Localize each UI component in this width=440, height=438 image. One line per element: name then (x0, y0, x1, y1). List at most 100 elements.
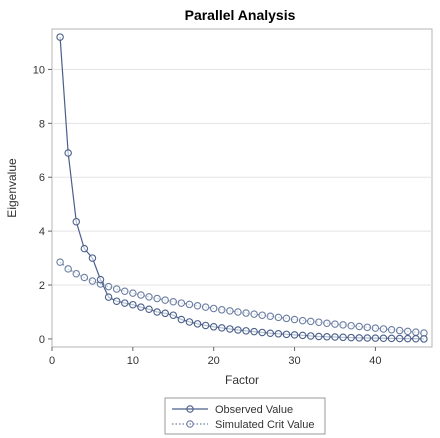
legend-observed-label: Observed Value (215, 404, 293, 416)
simulated-crit-value-point (267, 313, 273, 319)
simulated-crit-value-point (202, 304, 208, 310)
simulated-crit-value-point (275, 314, 281, 320)
legend-simulated-label: Simulated Crit Value (215, 419, 314, 431)
simulated-crit-value-point (316, 319, 322, 325)
simulated-crit-value-point (211, 305, 217, 311)
simulated-crit-value-point (186, 301, 192, 307)
observed-value-point (316, 333, 322, 339)
observed-value-point (227, 326, 233, 332)
simulated-crit-value-point (130, 290, 136, 296)
y-axis-label: Eigenvalue (5, 158, 19, 218)
observed-value-point (219, 325, 225, 331)
simulated-crit-value-point (251, 311, 257, 317)
observed-value-point (421, 336, 427, 342)
simulated-crit-value-point (372, 325, 378, 331)
observed-value-point (324, 334, 330, 340)
observed-value-point (308, 333, 314, 339)
observed-value-point (194, 321, 200, 327)
observed-value-point (162, 310, 168, 316)
observed-value-point (65, 150, 71, 156)
simulated-crit-value-point (291, 316, 297, 322)
y-tick-label: 4 (39, 226, 45, 238)
observed-value-point (348, 334, 354, 340)
simulated-crit-value-point (396, 327, 402, 333)
observed-value-point (89, 255, 95, 261)
simulated-crit-value-point (259, 312, 265, 318)
y-tick-label: 6 (39, 172, 45, 184)
simulated-crit-value-point (170, 299, 176, 305)
simulated-crit-value-point (332, 321, 338, 327)
simulated-crit-value-point (178, 300, 184, 306)
y-tick-label: 8 (39, 118, 45, 130)
observed-value-point (283, 331, 289, 337)
x-tick-label: 30 (288, 355, 300, 367)
observed-value-point (113, 298, 119, 304)
observed-value-point (138, 304, 144, 310)
observed-value-point (396, 335, 402, 341)
simulated-crit-value-point (364, 324, 370, 330)
simulated-crit-value-point (324, 320, 330, 326)
observed-value-point (372, 335, 378, 341)
x-axis-ticks: 0 10 20 30 40 (49, 347, 382, 367)
simulated-crit-value-point (227, 308, 233, 314)
x-axis-label: Factor (225, 373, 259, 387)
observed-value-point (291, 332, 297, 338)
observed-value-point (202, 322, 208, 328)
x-tick-label: 40 (369, 355, 381, 367)
observed-value-point (356, 335, 362, 341)
observed-value-point (299, 332, 305, 338)
observed-value-point (122, 300, 128, 306)
simulated-crit-value-point (348, 323, 354, 329)
observed-value-point (130, 301, 136, 307)
simulated-crit-value-point (380, 326, 386, 332)
simulated-crit-value-point (356, 323, 362, 329)
legend: Observed Value Simulated Crit Value (165, 398, 325, 434)
observed-value-point (73, 218, 79, 224)
observed-value-point (364, 335, 370, 341)
simulated-crit-value-point (89, 278, 95, 284)
simulated-crit-value-point (73, 271, 79, 277)
observed-value-point (267, 330, 273, 336)
simulated-crit-value-point (138, 292, 144, 298)
simulated-crit-value-point (105, 283, 111, 289)
observed-value-point (332, 334, 338, 340)
simulated-crit-value-point (235, 309, 241, 315)
simulated-crit-value-point (243, 310, 249, 316)
simulated-crit-value-point (146, 294, 152, 300)
y-tick-label: 2 (39, 280, 45, 292)
simulated-crit-value-point (388, 327, 394, 333)
simulated-crit-value-point (405, 328, 411, 334)
observed-value-point (380, 335, 386, 341)
simulated-crit-value-point (113, 286, 119, 292)
simulated-crit-value-point (340, 322, 346, 328)
y-tick-label: 0 (39, 334, 45, 346)
observed-value-point (388, 335, 394, 341)
observed-value-point (275, 331, 281, 337)
x-tick-label: 0 (49, 355, 55, 367)
observed-value-point (178, 316, 184, 322)
simulated-crit-value-point (154, 295, 160, 301)
simulated-crit-value-point (57, 259, 63, 265)
observed-value-point (97, 276, 103, 282)
simulated-crit-value-point (308, 318, 314, 324)
x-tick-label: 20 (208, 355, 220, 367)
observed-value-point (81, 245, 87, 251)
observed-value-point (405, 335, 411, 341)
simulated-crit-value-point (162, 297, 168, 303)
y-tick-label: 10 (33, 64, 45, 76)
observed-value-point (57, 34, 63, 40)
observed-value-point (186, 319, 192, 325)
observed-value-point (146, 306, 152, 312)
observed-value-point (211, 324, 217, 330)
simulated-crit-value-point (81, 274, 87, 280)
observed-value-point (251, 328, 257, 334)
simulated-crit-value-point (194, 303, 200, 309)
observed-value-point (235, 327, 241, 333)
chart-title: Parallel Analysis (185, 7, 296, 23)
observed-value-point (170, 312, 176, 318)
simulated-crit-value-point (283, 315, 289, 321)
observed-value-point (413, 336, 419, 342)
x-tick-label: 10 (127, 355, 139, 367)
observed-value-point (154, 309, 160, 315)
